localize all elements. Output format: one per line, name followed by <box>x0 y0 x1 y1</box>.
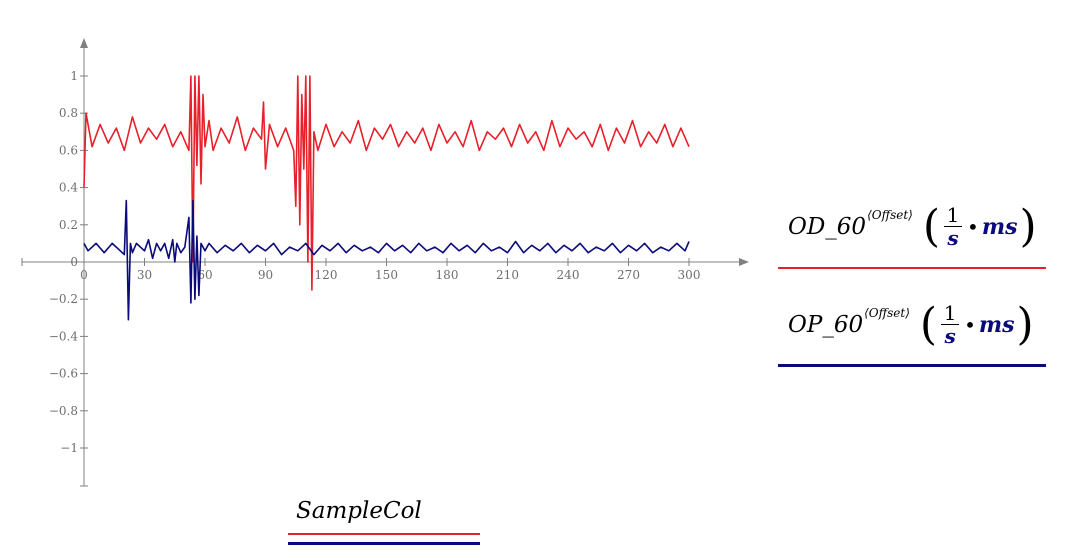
legend-var-op: OP_60 <box>788 312 864 338</box>
fraction-denominator-od: s <box>947 226 959 250</box>
series-line-op <box>83 199 690 321</box>
x-tick-label: 90 <box>258 268 273 282</box>
y-tick-label: 0.4 <box>59 181 78 195</box>
x-tick-label: 150 <box>375 268 398 282</box>
multiply-dot-op: • <box>964 313 976 337</box>
legend-entry-od: OD_60 ⟨Offset⟩ ( 1 s • ms ) <box>778 195 1046 269</box>
legend-superscript-od: ⟨Offset⟩ <box>867 208 913 222</box>
multiply-dot-od: • <box>967 215 979 239</box>
fraction-bar-op <box>941 324 960 325</box>
y-tick-label: −0.4 <box>49 329 79 343</box>
fraction-numerator-op: 1 <box>943 301 957 325</box>
legend-entry-op: OP_60 ⟨Offset⟩ ( 1 s • ms ) <box>778 293 1046 367</box>
x-tick-label: 240 <box>557 268 580 282</box>
tick-labels: 10.80.60.40.20−0.2−0.4−0.6−0.8−10 30 60 90 1… <box>49 69 701 455</box>
series-line-od <box>83 75 690 291</box>
x-tick-label: 60 <box>197 268 212 282</box>
legend-label-od: OD_60 ⟨Offset⟩ ( 1 s • ms ) <box>788 201 1039 252</box>
x-axis-label-line-op <box>288 542 480 545</box>
y-tick-label: 0.2 <box>59 218 78 232</box>
paren-open-op: ( <box>919 299 938 350</box>
x-axis-label-line-od <box>288 533 480 535</box>
x-tick-label: 270 <box>617 268 640 282</box>
fraction-op: 1 s <box>941 301 960 348</box>
tick-marks <box>80 75 690 449</box>
y-tick-label: −0.6 <box>49 367 78 381</box>
x-axis-label: SampleCol <box>296 498 422 524</box>
paren-close-op: ) <box>1016 299 1034 350</box>
x-tick-label: 180 <box>436 268 459 282</box>
x-tick-label: 210 <box>496 268 519 282</box>
y-tick-label: −0.2 <box>49 292 78 306</box>
legend-var-od: OD_60 <box>788 214 867 240</box>
y-tick-label: −0.8 <box>49 404 78 418</box>
y-tick-label: 0.8 <box>59 106 78 120</box>
fraction-bar-od <box>944 226 963 227</box>
y-tick-label: 0.6 <box>59 143 78 157</box>
x-tick-label: 0 <box>80 268 88 282</box>
x-tick-label: 300 <box>678 268 701 282</box>
paren-close-od: ) <box>1019 201 1037 252</box>
axes <box>21 38 749 487</box>
fraction-denominator-op: s <box>944 324 956 348</box>
y-tick-label: −1 <box>60 441 78 455</box>
x-tick-label: 30 <box>137 268 152 282</box>
unit-od: ms <box>981 214 1018 240</box>
legend-superscript-op: ⟨Offset⟩ <box>864 306 910 320</box>
y-axis-arrow-icon <box>80 38 88 48</box>
legend-label-op: OP_60 ⟨Offset⟩ ( 1 s • ms ) <box>788 299 1036 350</box>
unit-op: ms <box>978 312 1015 338</box>
x-axis-arrow-icon <box>739 258 749 266</box>
series-layer <box>83 75 690 321</box>
legend-line-op <box>778 364 1046 367</box>
fraction-numerator-od: 1 <box>946 203 960 227</box>
fraction-od: 1 s <box>944 203 963 250</box>
y-tick-label: 0 <box>70 255 78 269</box>
legend-line-od <box>778 267 1046 269</box>
x-tick-label: 120 <box>315 268 338 282</box>
y-tick-label: 1 <box>70 69 78 83</box>
paren-open-od: ( <box>922 201 941 252</box>
